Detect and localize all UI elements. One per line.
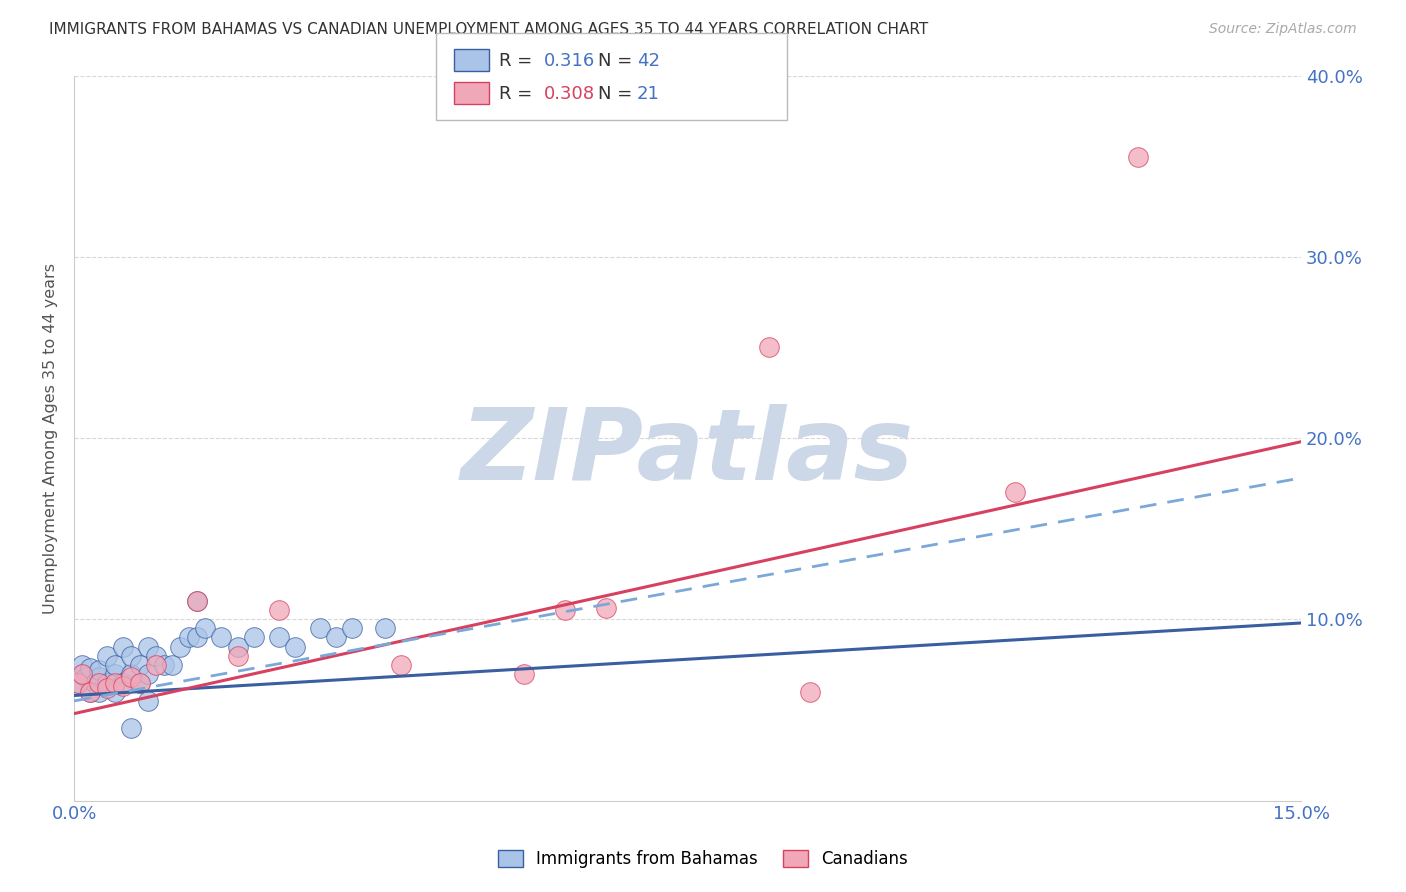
Text: IMMIGRANTS FROM BAHAMAS VS CANADIAN UNEMPLOYMENT AMONG AGES 35 TO 44 YEARS CORRE: IMMIGRANTS FROM BAHAMAS VS CANADIAN UNEM… — [49, 22, 928, 37]
Point — [87, 685, 110, 699]
Point — [513, 666, 536, 681]
Point — [104, 675, 127, 690]
Point — [128, 675, 150, 690]
Point — [120, 721, 142, 735]
Point — [112, 675, 135, 690]
Point — [67, 675, 90, 690]
Point — [67, 675, 90, 690]
Point — [267, 603, 290, 617]
Text: R =: R = — [499, 85, 538, 103]
Point — [79, 685, 101, 699]
Point — [145, 657, 167, 672]
Point — [104, 685, 127, 699]
Point — [87, 675, 110, 690]
Point — [325, 631, 347, 645]
Point — [75, 670, 97, 684]
Point — [72, 666, 94, 681]
Point — [104, 657, 127, 672]
Point — [1004, 485, 1026, 500]
Point — [284, 640, 307, 654]
Text: R =: R = — [499, 52, 538, 70]
Point — [145, 648, 167, 663]
Legend: Immigrants from Bahamas, Canadians: Immigrants from Bahamas, Canadians — [491, 843, 915, 875]
Point — [96, 648, 118, 663]
Point — [389, 657, 412, 672]
Point — [83, 675, 105, 690]
Point — [595, 601, 617, 615]
Text: N =: N = — [598, 52, 637, 70]
Point — [136, 640, 159, 654]
Point — [96, 675, 118, 690]
Point — [79, 661, 101, 675]
Text: 42: 42 — [637, 52, 659, 70]
Point — [87, 663, 110, 677]
Point — [554, 603, 576, 617]
Point — [186, 594, 208, 608]
Point — [308, 621, 330, 635]
Point — [162, 657, 184, 672]
Point — [104, 666, 127, 681]
Point — [1126, 150, 1149, 164]
Point — [226, 648, 249, 663]
Point — [177, 631, 200, 645]
Point — [153, 657, 176, 672]
Point — [226, 640, 249, 654]
Point — [758, 340, 780, 354]
Point — [186, 594, 208, 608]
Point — [96, 681, 118, 696]
Point — [243, 631, 266, 645]
Text: 0.308: 0.308 — [544, 85, 595, 103]
Point — [169, 640, 191, 654]
Point — [128, 657, 150, 672]
Point — [120, 670, 142, 684]
Point — [374, 621, 396, 635]
Point — [112, 680, 135, 694]
Text: 0.316: 0.316 — [544, 52, 595, 70]
Point — [72, 657, 94, 672]
Text: N =: N = — [598, 85, 637, 103]
Point — [186, 631, 208, 645]
Point — [209, 631, 232, 645]
Point — [799, 685, 821, 699]
Point — [120, 666, 142, 681]
Text: Source: ZipAtlas.com: Source: ZipAtlas.com — [1209, 22, 1357, 37]
Point — [128, 675, 150, 690]
Point — [72, 666, 94, 681]
Point — [112, 640, 135, 654]
Y-axis label: Unemployment Among Ages 35 to 44 years: Unemployment Among Ages 35 to 44 years — [44, 262, 58, 614]
Point — [136, 694, 159, 708]
Point — [136, 666, 159, 681]
Text: 21: 21 — [637, 85, 659, 103]
Point — [120, 648, 142, 663]
Point — [342, 621, 364, 635]
Point — [87, 670, 110, 684]
Point — [194, 621, 217, 635]
Point — [267, 631, 290, 645]
Point — [79, 685, 101, 699]
Text: ZIPatlas: ZIPatlas — [461, 404, 914, 501]
